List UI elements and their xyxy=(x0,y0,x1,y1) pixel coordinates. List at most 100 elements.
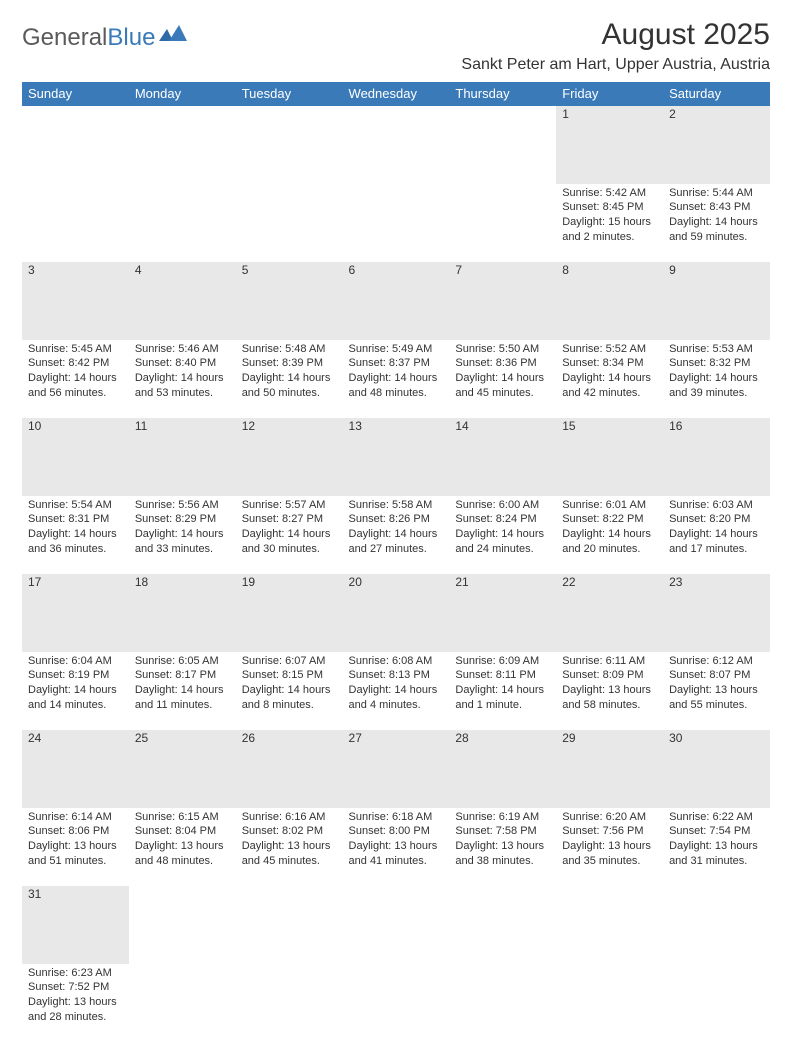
day-number-empty xyxy=(556,886,663,902)
day-number-cell xyxy=(129,886,236,964)
day-number-cell: 12 xyxy=(236,418,343,496)
day-sunset: Sunset: 8:13 PM xyxy=(349,668,444,683)
day-number-cell: 15 xyxy=(556,418,663,496)
day-number-cell xyxy=(449,886,556,964)
day-sunrise: Sunrise: 5:58 AM xyxy=(349,498,444,513)
day-sunset: Sunset: 8:15 PM xyxy=(242,668,337,683)
day-daylight: Daylight: 14 hours and 17 minutes. xyxy=(669,527,764,557)
location: Sankt Peter am Hart, Upper Austria, Aust… xyxy=(461,56,770,74)
day-sunrise: Sunrise: 6:04 AM xyxy=(28,654,123,669)
day-daylight: Daylight: 14 hours and 1 minute. xyxy=(455,683,550,713)
day-sunrise: Sunrise: 6:19 AM xyxy=(455,810,550,825)
day-number-cell: 21 xyxy=(449,574,556,652)
day-daylight: Daylight: 14 hours and 36 minutes. xyxy=(28,527,123,557)
day-number: 8 xyxy=(556,262,663,278)
day-daylight: Daylight: 14 hours and 48 minutes. xyxy=(349,371,444,401)
day-sunset: Sunset: 8:07 PM xyxy=(669,668,764,683)
day-body-cell: Sunrise: 6:19 AMSunset: 7:58 PMDaylight:… xyxy=(449,808,556,886)
day-number-empty xyxy=(343,106,450,122)
day-number-row: 12 xyxy=(22,106,770,184)
day-sunrise: Sunrise: 6:15 AM xyxy=(135,810,230,825)
day-details: Sunrise: 6:12 AMSunset: 8:07 PMDaylight:… xyxy=(663,652,770,717)
day-sunset: Sunset: 8:45 PM xyxy=(562,200,657,215)
day-number-row: 31 xyxy=(22,886,770,964)
day-number: 27 xyxy=(343,730,450,746)
day-number-cell: 7 xyxy=(449,262,556,340)
day-number-cell: 22 xyxy=(556,574,663,652)
day-sunset: Sunset: 8:39 PM xyxy=(242,356,337,371)
day-body-cell: Sunrise: 5:57 AMSunset: 8:27 PMDaylight:… xyxy=(236,496,343,574)
day-number: 18 xyxy=(129,574,236,590)
day-daylight: Daylight: 14 hours and 27 minutes. xyxy=(349,527,444,557)
day-number: 30 xyxy=(663,730,770,746)
day-number: 20 xyxy=(343,574,450,590)
day-sunset: Sunset: 8:19 PM xyxy=(28,668,123,683)
day-number: 22 xyxy=(556,574,663,590)
day-body-cell: Sunrise: 5:53 AMSunset: 8:32 PMDaylight:… xyxy=(663,340,770,418)
day-number-cell: 18 xyxy=(129,574,236,652)
day-daylight: Daylight: 13 hours and 35 minutes. xyxy=(562,839,657,869)
day-sunrise: Sunrise: 6:14 AM xyxy=(28,810,123,825)
day-number-cell: 13 xyxy=(343,418,450,496)
day-number-cell: 16 xyxy=(663,418,770,496)
day-number: 28 xyxy=(449,730,556,746)
day-body-cell: Sunrise: 5:48 AMSunset: 8:39 PMDaylight:… xyxy=(236,340,343,418)
day-body-row: Sunrise: 6:04 AMSunset: 8:19 PMDaylight:… xyxy=(22,652,770,730)
day-sunrise: Sunrise: 6:12 AM xyxy=(669,654,764,669)
day-daylight: Daylight: 14 hours and 59 minutes. xyxy=(669,215,764,245)
day-body-cell: Sunrise: 6:15 AMSunset: 8:04 PMDaylight:… xyxy=(129,808,236,886)
day-number-row: 17181920212223 xyxy=(22,574,770,652)
day-number-cell: 17 xyxy=(22,574,129,652)
day-number: 6 xyxy=(343,262,450,278)
day-number: 3 xyxy=(22,262,129,278)
day-details: Sunrise: 5:44 AMSunset: 8:43 PMDaylight:… xyxy=(663,184,770,249)
day-body-cell: Sunrise: 6:11 AMSunset: 8:09 PMDaylight:… xyxy=(556,652,663,730)
day-details: Sunrise: 6:07 AMSunset: 8:15 PMDaylight:… xyxy=(236,652,343,717)
day-daylight: Daylight: 14 hours and 56 minutes. xyxy=(28,371,123,401)
day-body-cell: Sunrise: 6:07 AMSunset: 8:15 PMDaylight:… xyxy=(236,652,343,730)
day-sunset: Sunset: 8:32 PM xyxy=(669,356,764,371)
day-number-row: 24252627282930 xyxy=(22,730,770,808)
day-daylight: Daylight: 13 hours and 58 minutes. xyxy=(562,683,657,713)
day-body-cell xyxy=(129,184,236,262)
day-details: Sunrise: 6:11 AMSunset: 8:09 PMDaylight:… xyxy=(556,652,663,717)
day-number-cell: 20 xyxy=(343,574,450,652)
day-sunset: Sunset: 8:27 PM xyxy=(242,512,337,527)
day-sunrise: Sunrise: 6:07 AM xyxy=(242,654,337,669)
day-body-cell: Sunrise: 5:58 AMSunset: 8:26 PMDaylight:… xyxy=(343,496,450,574)
day-daylight: Daylight: 13 hours and 48 minutes. xyxy=(135,839,230,869)
day-number-cell: 26 xyxy=(236,730,343,808)
day-number: 7 xyxy=(449,262,556,278)
day-body-cell: Sunrise: 6:03 AMSunset: 8:20 PMDaylight:… xyxy=(663,496,770,574)
day-body-cell: Sunrise: 6:18 AMSunset: 8:00 PMDaylight:… xyxy=(343,808,450,886)
day-number: 13 xyxy=(343,418,450,434)
day-details: Sunrise: 5:46 AMSunset: 8:40 PMDaylight:… xyxy=(129,340,236,405)
day-daylight: Daylight: 14 hours and 30 minutes. xyxy=(242,527,337,557)
day-sunrise: Sunrise: 6:16 AM xyxy=(242,810,337,825)
day-body-cell: Sunrise: 6:23 AMSunset: 7:52 PMDaylight:… xyxy=(22,964,129,1042)
day-sunset: Sunset: 8:26 PM xyxy=(349,512,444,527)
day-sunrise: Sunrise: 6:01 AM xyxy=(562,498,657,513)
day-sunset: Sunset: 8:17 PM xyxy=(135,668,230,683)
day-daylight: Daylight: 14 hours and 11 minutes. xyxy=(135,683,230,713)
day-body-cell xyxy=(663,964,770,1042)
day-details: Sunrise: 5:54 AMSunset: 8:31 PMDaylight:… xyxy=(22,496,129,561)
day-number-cell: 2 xyxy=(663,106,770,184)
day-sunset: Sunset: 8:31 PM xyxy=(28,512,123,527)
day-number-cell: 30 xyxy=(663,730,770,808)
day-details: Sunrise: 6:15 AMSunset: 8:04 PMDaylight:… xyxy=(129,808,236,873)
flag-icon xyxy=(159,25,187,50)
day-sunrise: Sunrise: 6:00 AM xyxy=(455,498,550,513)
day-number: 1 xyxy=(556,106,663,122)
day-body-cell: Sunrise: 6:01 AMSunset: 8:22 PMDaylight:… xyxy=(556,496,663,574)
day-sunrise: Sunrise: 5:49 AM xyxy=(349,342,444,357)
day-daylight: Daylight: 13 hours and 31 minutes. xyxy=(669,839,764,869)
day-details: Sunrise: 5:48 AMSunset: 8:39 PMDaylight:… xyxy=(236,340,343,405)
day-details: Sunrise: 6:20 AMSunset: 7:56 PMDaylight:… xyxy=(556,808,663,873)
day-body-cell: Sunrise: 5:50 AMSunset: 8:36 PMDaylight:… xyxy=(449,340,556,418)
weekday-header: Sunday xyxy=(22,82,129,106)
day-sunset: Sunset: 8:36 PM xyxy=(455,356,550,371)
day-daylight: Daylight: 14 hours and 14 minutes. xyxy=(28,683,123,713)
day-number-empty xyxy=(343,886,450,902)
month-title: August 2025 xyxy=(461,18,770,52)
